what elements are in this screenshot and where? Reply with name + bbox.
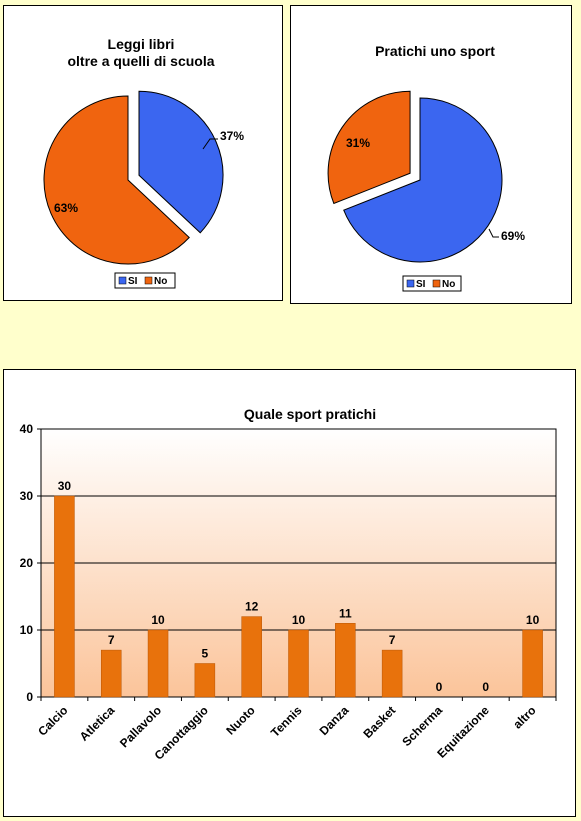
pie-slice-no (327, 90, 411, 205)
legend: SI No (402, 275, 462, 292)
data-label-danza: 11 (339, 606, 352, 620)
leader-line-si (488, 228, 499, 238)
x-tick-label-tennis: Tennis (268, 703, 305, 740)
chart-title: Pratichi uno sport (375, 43, 495, 59)
data-label-altro: 10 (526, 613, 540, 627)
x-tick-label-atletica: Atletica (77, 703, 118, 744)
bar-atletica (100, 649, 122, 698)
legend-swatch-no (144, 276, 153, 285)
y-tick-label: 10 (20, 623, 34, 637)
data-label-equitazione: 0 (482, 680, 489, 694)
x-tick-label-basket: Basket (361, 703, 399, 741)
bar-altro (522, 629, 543, 698)
x-tick-label-pallavolo: Pallavolo (117, 703, 164, 750)
bar-chart-panel: Quale sport pratichi 30 7 10 5 12 10 11 7 0 0 10 0… (3, 369, 576, 817)
y-tick-label: 20 (20, 556, 34, 570)
data-label-tennis: 10 (292, 613, 306, 627)
data-label-canottaggio: 5 (202, 647, 209, 661)
pie-slice-si (343, 97, 503, 263)
slice-label-si: 69% (501, 229, 525, 243)
legend-label-no: No (442, 279, 455, 290)
slice-label-no: 31% (346, 136, 370, 150)
legend-label-si: SI (128, 276, 138, 287)
slice-label-si: 37% (220, 129, 244, 143)
bar-nuoto (241, 616, 262, 698)
legend-swatch-no (432, 279, 441, 288)
chart-title-line-2: oltre a quelli di scuola (67, 53, 214, 69)
leader-line-si (202, 138, 218, 150)
bar-chart-sports: Quale sport pratichi 30 7 10 5 12 10 11 7 0 0 10 0… (20, 406, 557, 763)
legend-label-no: No (154, 276, 167, 287)
data-label-atletica: 7 (108, 633, 115, 647)
bar-pallavolo (147, 629, 169, 698)
legend: SI No (114, 272, 176, 289)
bar-calcio (54, 495, 75, 698)
data-label-calcio: 30 (58, 479, 72, 493)
legend-swatch-si (406, 279, 415, 288)
pie-chart-panel-books: Leggi libri oltre a quelli di scuola 37%… (3, 5, 283, 301)
data-label-scherma: 0 (436, 680, 443, 694)
data-label-pallavolo: 10 (151, 613, 165, 627)
x-tick-label-altro: altro (510, 703, 538, 731)
x-tick-label-danza: Danza (317, 703, 352, 738)
pie-slice-no (43, 95, 190, 265)
slice-label-no: 63% (54, 201, 78, 215)
pie-chart-sport: Pratichi uno sport 69% 31% SI No (327, 43, 525, 292)
chart-title-line-1: Leggi libri (108, 36, 175, 52)
pie-chart-books: Leggi libri oltre a quelli di scuola 37%… (43, 36, 244, 289)
chart-title: Quale sport pratichi (244, 406, 376, 422)
bar-canottaggio (194, 663, 216, 698)
pie-chart-panel-sport: Pratichi uno sport 69% 31% SI No (290, 5, 572, 304)
legend-label-si: SI (416, 279, 426, 290)
y-tick-label: 40 (20, 422, 34, 436)
bar-danza (335, 623, 356, 698)
legend-swatch-si (118, 276, 127, 285)
x-tick-label-calcio: Calcio (35, 703, 70, 738)
pie-slice-si (138, 90, 224, 234)
data-label-nuoto: 12 (245, 600, 259, 614)
y-tick-label: 30 (20, 489, 34, 503)
data-label-basket: 7 (389, 633, 396, 647)
bar-basket (381, 649, 403, 698)
bar-tennis (288, 629, 309, 698)
y-tick-label: 0 (26, 690, 33, 704)
x-tick-label-scherma: Scherma (399, 703, 445, 749)
x-tick-label-nuoto: Nuoto (223, 703, 257, 737)
